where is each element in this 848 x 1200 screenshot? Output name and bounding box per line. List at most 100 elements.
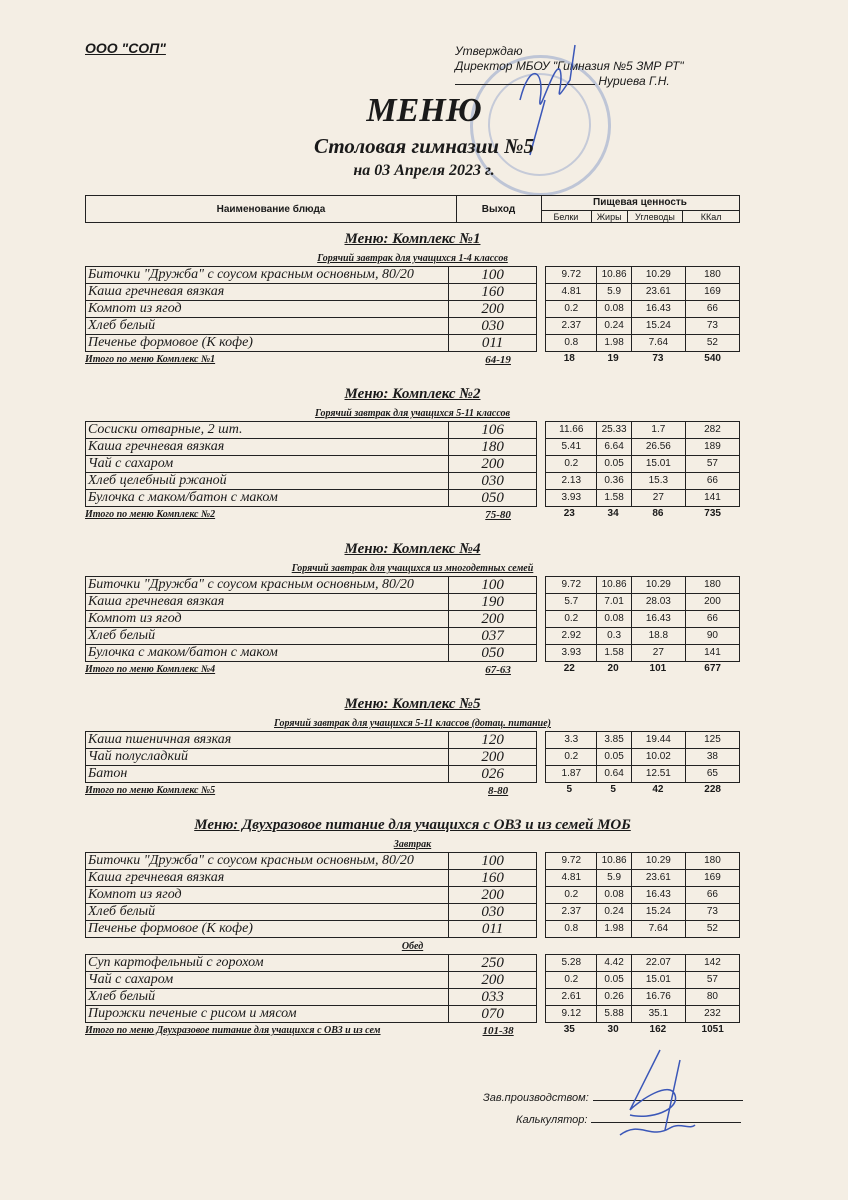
total-row: Итого по меню Комплекс №4 67-63 22 20 101 677 xyxy=(85,662,740,679)
kcal-cell: 142 xyxy=(685,954,740,972)
carbs-cell: 15.24 xyxy=(631,318,686,335)
dish-name: Хлеб белый xyxy=(85,989,449,1006)
dish-name: Хлеб целебный ржаной xyxy=(85,473,449,490)
cell-gap xyxy=(537,1006,545,1023)
total-protein: 23 xyxy=(563,508,575,519)
total-kcal: 1051 xyxy=(701,1024,724,1035)
col-output: Выход xyxy=(456,196,542,222)
signature-line xyxy=(592,1090,743,1101)
fat-cell: 0.08 xyxy=(597,301,632,318)
kcal-cell: 282 xyxy=(685,421,740,439)
kcal-cell: 169 xyxy=(685,284,740,301)
total-carbs: 73 xyxy=(652,353,664,364)
dish-name: Пирожки печеные с рисом и мясом xyxy=(85,1006,449,1023)
dish-name: Булочка с маком/батон с маком xyxy=(85,645,449,662)
section-spacer xyxy=(85,369,740,383)
dish-output: 250 xyxy=(448,954,538,972)
menu-date: на 03 Апреля 2023 г. xyxy=(353,162,495,179)
total-protein: 18 xyxy=(563,353,575,364)
total-carbs: 86 xyxy=(652,508,664,519)
protein-cell: 5.41 xyxy=(545,439,598,456)
total-label: Итого по меню Двухразовое питание для уч… xyxy=(85,1025,381,1036)
fat-cell: 0.24 xyxy=(597,318,632,335)
total-output: 64-19 xyxy=(485,354,511,366)
fat-cell: 4.42 xyxy=(597,954,632,972)
total-output: 67-63 xyxy=(485,664,511,676)
carbs-cell: 16.43 xyxy=(631,611,686,628)
nutrition-label: Пищевая ценность xyxy=(541,196,739,211)
menu-section: Меню: Комплекс №5 Горячий завтрак для уча… xyxy=(85,693,740,814)
table-row: Биточки "Дружба" с соусом красным основн… xyxy=(85,576,740,594)
dish-name: Батон xyxy=(85,766,449,783)
kcal-cell: 141 xyxy=(685,645,740,662)
total-kcal: 677 xyxy=(704,663,721,674)
cell-gap xyxy=(537,731,545,749)
total-fat: 19 xyxy=(607,353,619,364)
menu-section: Меню: Комплекс №1 Горячий завтрак для уча… xyxy=(85,228,740,383)
table-row: Компот из ягод 200 0.2 0.08 16.43 66 xyxy=(85,301,740,318)
cell-gap xyxy=(537,335,545,352)
total-carbs: 42 xyxy=(652,784,664,795)
kcal-cell: 52 xyxy=(685,921,740,938)
dish-output: 200 xyxy=(448,972,538,989)
total-carbs: 162 xyxy=(649,1024,667,1035)
carbs-cell: 22.07 xyxy=(631,954,686,972)
table-row: Каша пшеничная вязкая 120 3.3 3.85 19.44 125 xyxy=(85,731,740,749)
cell-gap xyxy=(537,456,545,473)
protein-cell: 2.61 xyxy=(545,989,598,1006)
fat-cell: 0.3 xyxy=(597,628,632,645)
kcal-cell: 189 xyxy=(685,439,740,456)
protein-cell: 9.12 xyxy=(545,1006,598,1023)
table-row: Компот из ягод 200 0.2 0.08 16.43 66 xyxy=(85,611,740,628)
protein-cell: 2.92 xyxy=(545,628,598,645)
carbs-cell: 28.03 xyxy=(631,594,686,611)
dish-name: Компот из ягод xyxy=(85,611,449,628)
cell-gap xyxy=(537,421,545,439)
protein-cell: 0.2 xyxy=(545,749,598,766)
fat-cell: 0.36 xyxy=(597,473,632,490)
dish-output: 011 xyxy=(448,921,538,938)
table-row: Печенье формовое (К кофе) 011 0.8 1.98 7.64 5… xyxy=(85,335,740,352)
fat-cell: 5.9 xyxy=(597,284,632,301)
carbs-cell: 27 xyxy=(631,490,686,507)
table-row: Чай с сахаром 200 0.2 0.05 15.01 57 xyxy=(85,456,740,473)
kcal-cell: 66 xyxy=(685,887,740,904)
menu-section: Меню: Комплекс №2 Горячий завтрак для уча… xyxy=(85,383,740,538)
total-fat: 5 xyxy=(610,784,616,795)
dish-name: Чай с сахаром xyxy=(85,456,449,473)
kcal-cell: 180 xyxy=(685,576,740,594)
total-row: Итого по меню Двухразовое питание для уч… xyxy=(85,1023,740,1040)
total-fat: 34 xyxy=(607,508,619,519)
table-row: Хлеб целебный ржаной 030 2.13 0.36 15.3 66 xyxy=(85,473,740,490)
protein-cell: 3.93 xyxy=(545,645,598,662)
table-row: Хлеб белый 030 2.37 0.24 15.24 73 xyxy=(85,318,740,335)
cell-gap xyxy=(537,972,545,989)
total-kcal: 228 xyxy=(704,784,721,795)
table-row: Чай с сахаром 200 0.2 0.05 15.01 57 xyxy=(85,972,740,989)
fat-cell: 1.58 xyxy=(597,490,632,507)
dish-name: Булочка с маком/батон с маком xyxy=(85,490,449,507)
menu-title: Меню: Комплекс №2 xyxy=(344,386,481,402)
table-row: Хлеб белый 030 2.37 0.24 15.24 73 xyxy=(85,904,740,921)
fat-cell: 1.98 xyxy=(597,921,632,938)
total-protein: 22 xyxy=(563,663,575,674)
dish-name: Биточки "Дружба" с соусом красным основн… xyxy=(85,266,449,284)
cell-gap xyxy=(537,284,545,301)
dish-name: Каша гречневая вязкая xyxy=(85,870,449,887)
protein-cell: 0.8 xyxy=(545,335,598,352)
kcal-cell: 65 xyxy=(685,766,740,783)
kcal-cell: 90 xyxy=(685,628,740,645)
protein-cell: 0.2 xyxy=(545,887,598,904)
total-output: 75-80 xyxy=(485,509,511,521)
protein-cell: 9.72 xyxy=(545,852,598,870)
carbs-cell: 19.44 xyxy=(631,731,686,749)
dish-rows: Сосиски отварные, 2 шт. 106 11.66 25.33 1.7 2… xyxy=(85,421,740,507)
protein-cell: 0.2 xyxy=(545,456,598,473)
table-row: Каша гречневая вязкая 190 5.7 7.01 28.03 200 xyxy=(85,594,740,611)
protein-cell: 5.28 xyxy=(545,954,598,972)
approve-label: Утверждаю xyxy=(455,44,523,58)
table-row: Компот из ягод 200 0.2 0.08 16.43 66 xyxy=(85,887,740,904)
dish-output: 200 xyxy=(448,456,538,473)
stamp-seal-inner xyxy=(488,73,591,176)
dish-output: 026 xyxy=(448,766,538,783)
